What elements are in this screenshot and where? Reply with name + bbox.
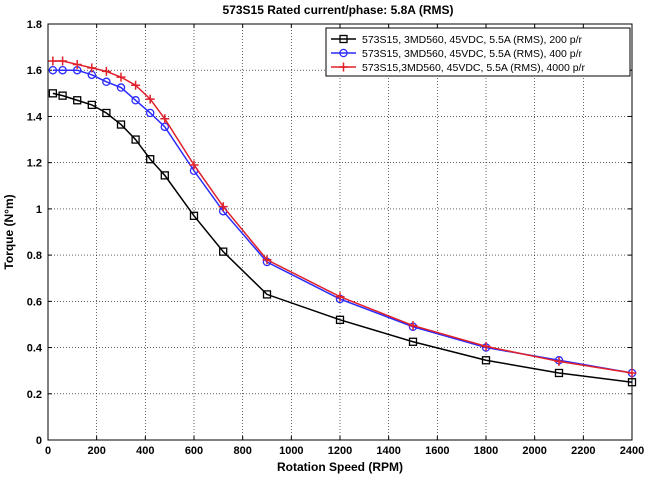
data-point bbox=[58, 91, 67, 100]
chart-title: 573S15 Rated current/phase: 5.8A (RMS) bbox=[223, 3, 454, 17]
legend-label: 573S15, 3MD560, 45VDC, 5.5A (RMS), 400 p… bbox=[362, 48, 583, 60]
legend-item-3: 573S15,3MD560, 45VDC, 5.5A (RMS), 4000 p… bbox=[331, 62, 585, 74]
data-point bbox=[101, 66, 111, 76]
data-point bbox=[102, 108, 111, 118]
series-line bbox=[52, 69, 633, 374]
series-3 bbox=[48, 56, 637, 378]
legend-marker bbox=[339, 48, 348, 58]
legend-item-2: 573S15, 3MD560, 45VDC, 5.5A (RMS), 400 p… bbox=[331, 48, 583, 60]
data-point bbox=[335, 315, 345, 324]
y-tick-label: 0.8 bbox=[27, 250, 42, 262]
y-tick-label: 1 bbox=[36, 204, 42, 216]
x-tick-label: 1000 bbox=[279, 445, 303, 457]
x-axis-title: Rotation Speed (RPM) bbox=[277, 460, 403, 474]
y-tick-label: 0.4 bbox=[27, 343, 43, 355]
axis-ticks: 0 200 400 600 800 1000 1200 1400 1600 1800 2000 220… bbox=[27, 19, 645, 457]
data-point bbox=[408, 321, 418, 331]
data-point bbox=[131, 135, 140, 144]
grid bbox=[48, 24, 632, 440]
data-point bbox=[554, 356, 564, 366]
data-point bbox=[116, 120, 126, 129]
data-point bbox=[262, 255, 272, 265]
data-point bbox=[145, 94, 155, 104]
data-point bbox=[116, 72, 126, 82]
series-1 bbox=[48, 89, 637, 387]
data-point bbox=[554, 368, 564, 378]
data-point bbox=[146, 155, 155, 164]
data-point bbox=[72, 59, 82, 69]
data-point bbox=[48, 89, 58, 98]
data-series bbox=[48, 56, 637, 387]
data-point bbox=[145, 108, 155, 118]
data-point bbox=[408, 337, 418, 346]
data-point bbox=[58, 56, 68, 66]
y-tick-label: 1.2 bbox=[27, 158, 42, 170]
data-point bbox=[48, 65, 58, 75]
data-point bbox=[481, 356, 491, 365]
legend-label: 573S15,3MD560, 45VDC, 5.5A (RMS), 4000 p… bbox=[362, 62, 585, 74]
data-point bbox=[131, 80, 141, 90]
data-point bbox=[218, 202, 228, 212]
x-tick-label: 2400 bbox=[620, 445, 644, 457]
legend-box bbox=[325, 27, 631, 77]
x-tick-label: 600 bbox=[185, 445, 203, 457]
y-axis-title: Torque (N°m) bbox=[2, 194, 16, 269]
x-tick-label: 400 bbox=[136, 445, 154, 457]
y-tick-label: 0.6 bbox=[27, 296, 42, 308]
x-tick-label: 2000 bbox=[522, 445, 546, 457]
data-point bbox=[627, 368, 637, 378]
data-point bbox=[73, 96, 82, 105]
x-tick-label: 1800 bbox=[474, 445, 498, 457]
data-point bbox=[262, 290, 272, 299]
data-point bbox=[189, 160, 199, 170]
y-tick-label: 1.4 bbox=[27, 111, 43, 123]
data-point bbox=[87, 100, 96, 110]
y-tick-label: 0 bbox=[36, 435, 42, 447]
legend: 573S15, 3MD560, 45VDC, 5.5A (RMS), 200 p… bbox=[325, 27, 631, 77]
legend-label: 573S15, 3MD560, 45VDC, 5.5A (RMS), 200 p… bbox=[362, 34, 583, 46]
x-tick-label: 800 bbox=[233, 445, 251, 457]
data-point bbox=[481, 341, 491, 351]
data-point bbox=[87, 63, 97, 73]
data-point bbox=[189, 211, 199, 220]
y-tick-label: 1.6 bbox=[27, 65, 42, 77]
x-tick-label: 2200 bbox=[571, 445, 595, 457]
data-point bbox=[131, 96, 140, 105]
legend-item-1: 573S15, 3MD560, 45VDC, 5.5A (RMS), 200 p… bbox=[331, 34, 583, 46]
data-point bbox=[48, 56, 58, 66]
data-point bbox=[116, 83, 126, 92]
x-tick-label: 1400 bbox=[376, 445, 400, 457]
x-tick-label: 1600 bbox=[425, 445, 449, 457]
y-tick-label: 1.8 bbox=[27, 19, 42, 31]
series-line bbox=[52, 92, 633, 383]
data-point bbox=[160, 171, 169, 180]
data-point bbox=[102, 77, 111, 87]
data-point bbox=[160, 114, 170, 124]
x-tick-label: 1200 bbox=[328, 445, 352, 457]
legend-marker bbox=[339, 34, 348, 44]
legend-marker bbox=[339, 62, 348, 72]
data-point bbox=[335, 292, 345, 302]
data-point bbox=[58, 65, 67, 75]
data-point bbox=[627, 378, 637, 387]
data-point bbox=[219, 247, 228, 256]
x-tick-label: 200 bbox=[87, 445, 105, 457]
x-tick-label: 0 bbox=[45, 445, 51, 457]
y-tick-label: 0.2 bbox=[27, 389, 42, 401]
